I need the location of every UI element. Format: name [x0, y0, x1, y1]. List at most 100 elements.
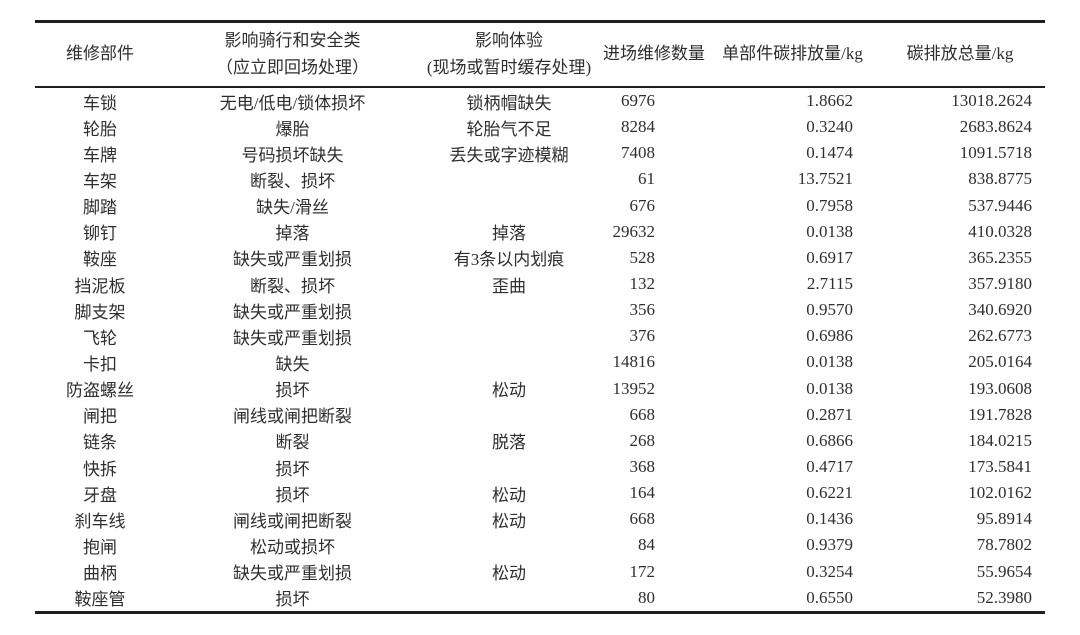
repair-count-cell: 132 — [629, 274, 656, 294]
total-emission-cell: 365.2355 — [968, 247, 1032, 267]
experience-impact-cell — [420, 454, 598, 480]
header-unit-emission: 单部件碳排放量/kg — [710, 21, 875, 88]
total-emission-cell: 173.5841 — [968, 457, 1032, 477]
header-experience-impact-label: 影响体验 — [475, 31, 543, 51]
unit-emission-cell: 0.6221 — [806, 483, 853, 503]
repair-count-cell: 668 — [629, 509, 656, 529]
unit-emission-cell: 13.7521 — [797, 169, 853, 189]
unit-emission-cell: 0.0138 — [806, 352, 853, 372]
experience-impact-cell — [420, 193, 598, 219]
header-experience-impact: 影响体验 (现场或暂时缓存处理) — [420, 21, 598, 88]
safety-impact-cell: 缺失/滑丝 — [256, 198, 329, 218]
table-header-row: 维修部件 影响骑行和安全类 （应立即回场处理） 影响体验 (现场或暂时缓存处理)… — [35, 21, 1045, 88]
part-name-cell: 鞍座 — [83, 250, 117, 270]
repair-count-cell: 528 — [629, 247, 656, 267]
part-name-cell: 飞轮 — [83, 328, 117, 348]
safety-impact-cell: 断裂 — [275, 433, 310, 453]
part-name-cell: 卡扣 — [83, 354, 117, 374]
safety-impact-cell: 损坏 — [275, 459, 310, 479]
experience-impact-cell: 有3条以内划痕 — [453, 250, 565, 270]
total-emission-cell: 52.3980 — [976, 587, 1032, 607]
repair-count-cell: 676 — [629, 195, 656, 215]
part-name-cell: 车架 — [83, 171, 117, 191]
unit-emission-cell: 0.2871 — [806, 404, 853, 424]
table-row: 车锁 无电/低电/锁体损坏 锁柄帽缺失 6976 1.8662 13018.2624 — [35, 87, 1045, 114]
repair-parts-carbon-emission-table: 维修部件 影响骑行和安全类 （应立即回场处理） 影响体验 (现场或暂时缓存处理)… — [35, 20, 1045, 614]
table-body: 车锁 无电/低电/锁体损坏 锁柄帽缺失 6976 1.8662 13018.2624 轮胎 爆… — [35, 87, 1045, 612]
safety-impact-cell: 损坏 — [275, 590, 310, 610]
header-part-label: 维修部件 — [66, 44, 134, 64]
safety-impact-cell: 缺失或严重划损 — [233, 328, 352, 348]
table-row: 防盗螺丝 损坏 松动 13952 0.0138 193.0608 — [35, 376, 1045, 402]
part-name-cell: 链条 — [83, 433, 117, 453]
experience-impact-cell: 脱落 — [492, 433, 526, 453]
total-emission-cell: 2683.8624 — [959, 117, 1032, 137]
safety-impact-cell: 断裂、损坏 — [250, 276, 335, 296]
experience-impact-cell: 掉落 — [492, 224, 526, 244]
part-name-cell: 鞍座管 — [74, 590, 126, 610]
unit-emission-cell: 0.6866 — [806, 430, 853, 450]
table-row: 车牌 号码损坏缺失 丢失或字迹模糊 7408 0.1474 1091.5718 — [35, 140, 1045, 166]
total-emission-cell: 193.0608 — [968, 378, 1032, 398]
part-name-cell: 曲柄 — [83, 564, 117, 584]
repair-count-cell: 61 — [638, 169, 655, 189]
unit-emission-cell: 0.9379 — [806, 535, 853, 555]
table-row: 卡扣 缺失 14816 0.0138 205.0164 — [35, 349, 1045, 375]
repair-count-cell: 172 — [629, 561, 656, 581]
table-row: 牙盘 损坏 松动 164 0.6221 102.0162 — [35, 480, 1045, 506]
safety-impact-cell: 号码损坏缺失 — [241, 145, 344, 165]
part-name-cell: 牙盘 — [83, 485, 117, 505]
repair-count-cell: 668 — [629, 404, 656, 424]
total-emission-cell: 410.0328 — [968, 221, 1032, 241]
table-row: 挡泥板 断裂、损坏 歪曲 132 2.7115 357.9180 — [35, 271, 1045, 297]
safety-impact-cell: 损坏 — [275, 381, 310, 401]
unit-emission-cell: 0.6550 — [806, 587, 853, 607]
unit-emission-cell: 0.0138 — [806, 221, 853, 241]
unit-emission-cell: 0.6986 — [806, 326, 853, 346]
safety-impact-cell: 断裂、损坏 — [250, 171, 335, 191]
header-total-emission-label: 碳排放总量/kg — [906, 44, 1014, 64]
repair-count-cell: 13952 — [612, 378, 656, 398]
safety-impact-cell: 缺失 — [275, 354, 310, 374]
repair-count-cell: 84 — [638, 535, 655, 555]
part-name-cell: 车锁 — [83, 93, 117, 113]
experience-impact-cell — [420, 349, 598, 375]
safety-impact-cell: 缺失或严重划损 — [233, 250, 352, 270]
header-safety-impact: 影响骑行和安全类 （应立即回场处理） — [165, 21, 420, 88]
unit-emission-cell: 0.3240 — [806, 117, 853, 137]
repair-count-cell: 14816 — [612, 352, 656, 372]
table-row: 曲柄 缺失或严重划损 松动 172 0.3254 55.9654 — [35, 559, 1045, 585]
total-emission-cell: 55.9654 — [976, 561, 1032, 581]
safety-impact-cell: 爆胎 — [275, 119, 310, 139]
repair-count-cell: 6976 — [621, 91, 655, 111]
safety-impact-cell: 掉落 — [275, 224, 310, 244]
total-emission-cell: 191.7828 — [968, 404, 1032, 424]
table-row: 车架 断裂、损坏 61 13.7521 838.8775 — [35, 166, 1045, 192]
unit-emission-cell: 0.1474 — [806, 143, 853, 163]
experience-impact-cell — [420, 323, 598, 349]
unit-emission-cell: 1.8662 — [806, 91, 853, 111]
experience-impact-cell: 松动 — [492, 511, 526, 531]
part-name-cell: 防盗螺丝 — [66, 381, 134, 401]
experience-impact-cell — [420, 297, 598, 323]
part-name-cell: 抱闸 — [83, 537, 117, 557]
table-row: 刹车线 闸线或闸把断裂 松动 668 0.1436 95.8914 — [35, 506, 1045, 532]
part-name-cell: 车牌 — [83, 145, 117, 165]
unit-emission-cell: 0.6917 — [806, 247, 853, 267]
table-row: 轮胎 爆胎 轮胎气不足 8284 0.3240 2683.8624 — [35, 114, 1045, 140]
header-experience-impact-note: (现场或暂时缓存处理) — [426, 57, 592, 77]
repair-count-cell: 29632 — [612, 221, 656, 241]
repair-count-cell: 7408 — [621, 143, 655, 163]
total-emission-cell: 13018.2624 — [951, 91, 1032, 111]
unit-emission-cell: 0.3254 — [806, 561, 853, 581]
header-total-emission: 碳排放总量/kg — [875, 21, 1045, 88]
total-emission-cell: 95.8914 — [976, 509, 1032, 529]
header-repair-count-label: 进场维修数量 — [603, 44, 705, 64]
header-part: 维修部件 — [35, 21, 165, 88]
total-emission-cell: 102.0162 — [968, 483, 1032, 503]
unit-emission-cell: 0.7958 — [806, 195, 853, 215]
safety-impact-cell: 闸线或闸把断裂 — [233, 407, 352, 427]
part-name-cell: 脚支架 — [74, 302, 126, 322]
safety-impact-cell: 缺失或严重划损 — [233, 302, 352, 322]
total-emission-cell: 340.6920 — [968, 300, 1032, 320]
